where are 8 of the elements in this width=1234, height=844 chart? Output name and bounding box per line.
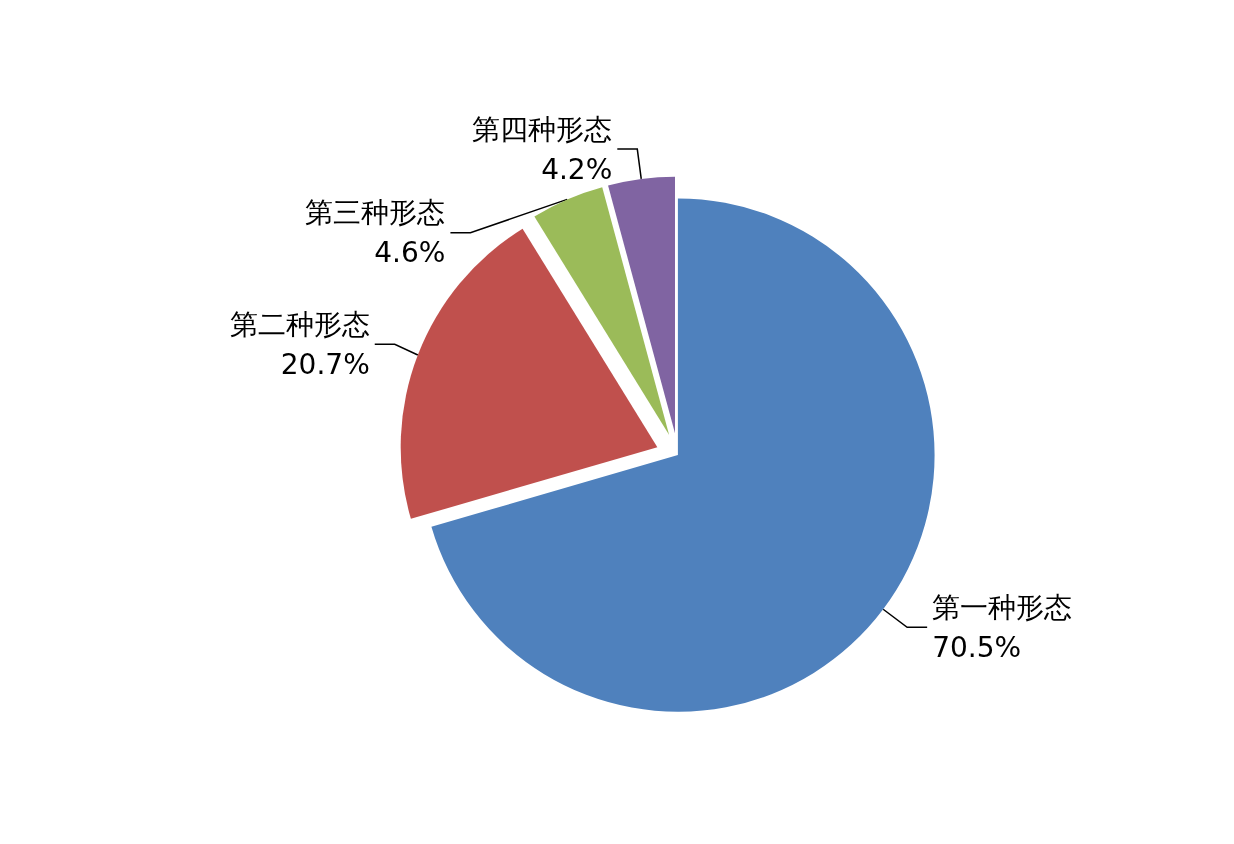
data-label: 4.6% (374, 236, 446, 270)
slice-label: 第三种形态 (305, 196, 446, 230)
slice-label: 第二种形态 (229, 307, 370, 341)
slice-label: 第四种形态 (472, 112, 613, 146)
data-label: 20.7% (280, 347, 370, 381)
slice-label: 第一种形态 (932, 590, 1073, 624)
data-label: 4.2% (541, 152, 613, 186)
data-label: 70.5% (932, 630, 1022, 664)
